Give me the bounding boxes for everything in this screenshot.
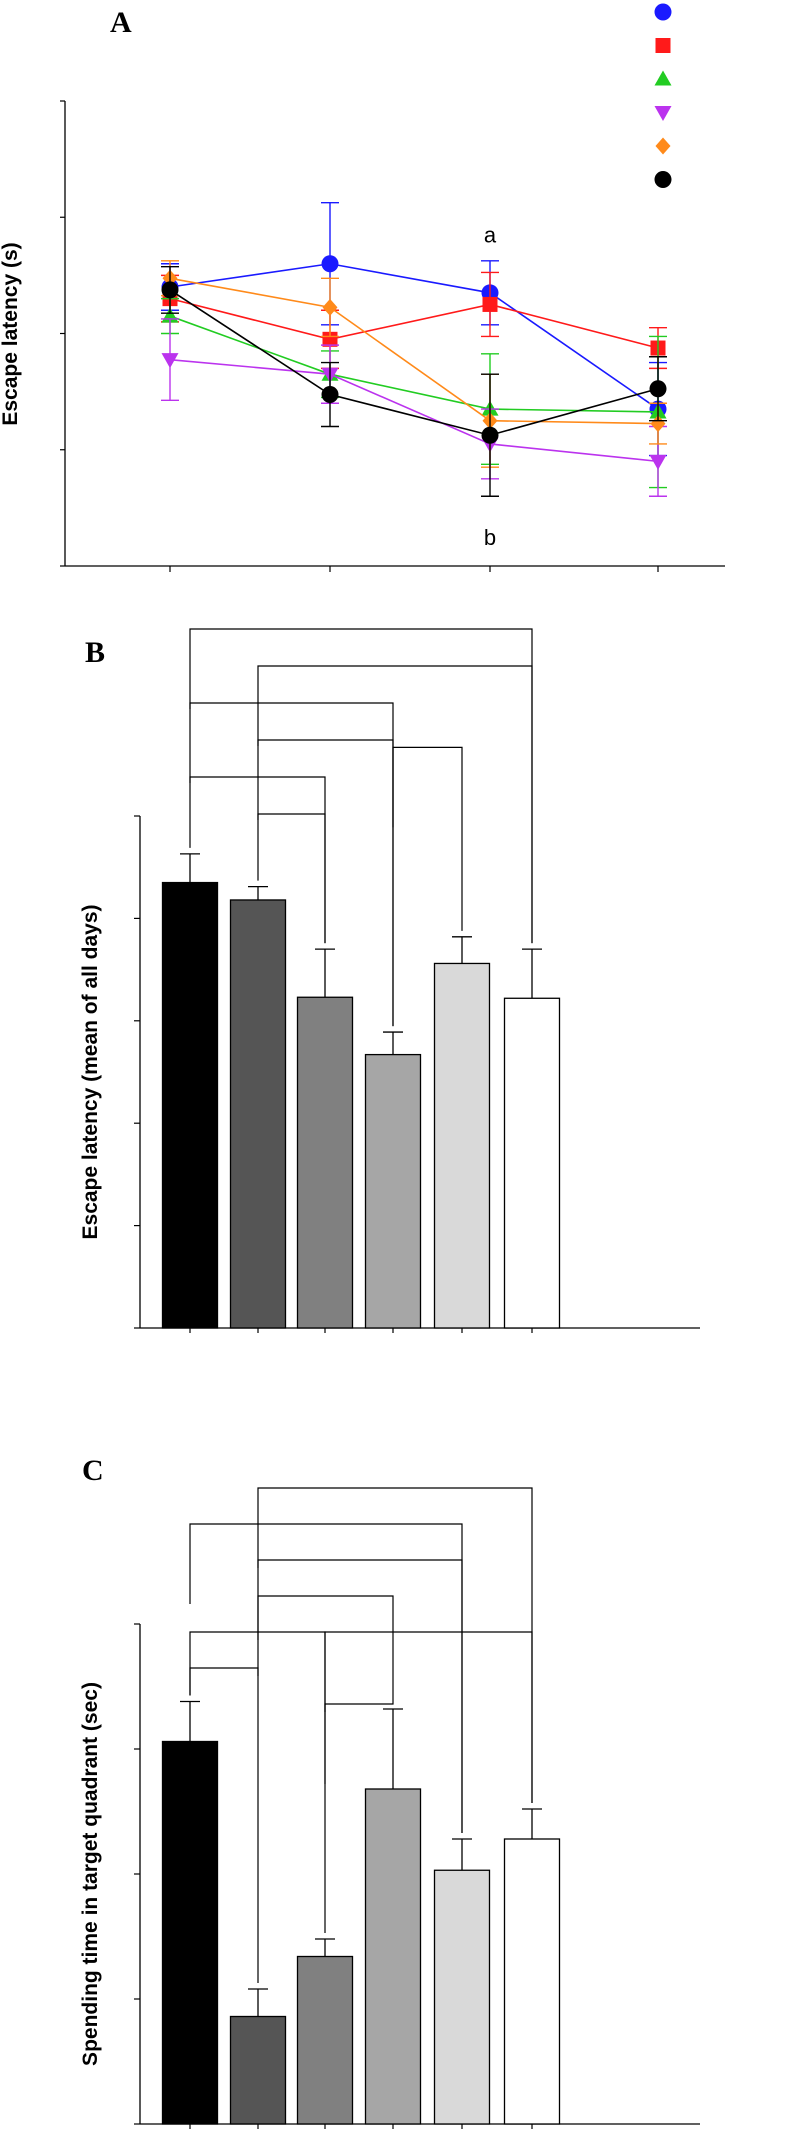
- point-al: [322, 331, 338, 347]
- bar-al-cbd: [296, 996, 354, 1329]
- legend-item-cnt: [654, 3, 672, 21]
- panel-a-series: [161, 202, 667, 497]
- significance-bracket: [257, 739, 394, 1027]
- panel-letter-a: A: [110, 6, 132, 39]
- bar-al-cbd-hiit: [503, 997, 561, 1329]
- significance-bracket: [189, 1523, 463, 1833]
- panel-c-x-ticks: [189, 2124, 533, 2129]
- bracket-line: [257, 1487, 533, 1803]
- bracket-line: [324, 1703, 394, 1784]
- panel-c-bar-chart: Spending time in target quadrant (sec): [79, 1487, 700, 2129]
- legend-marker-al-cbd: [654, 70, 672, 86]
- bar-al-cbd: [296, 1955, 354, 2125]
- significance-bracket: [257, 665, 533, 944]
- significance-bracket: [189, 628, 533, 944]
- bracket-line: [257, 739, 394, 1027]
- legend-a: [654, 3, 672, 188]
- bar-al-cbd-hiit: [503, 1838, 561, 2125]
- legend-item-al-cbd: [654, 70, 672, 86]
- bracket-line: [189, 1523, 463, 1833]
- panel-c-bars: [161, 1700, 561, 2125]
- panel-letter-c: C: [82, 1454, 104, 1487]
- panel-b-significance: [189, 628, 533, 1027]
- point-sham: [649, 454, 667, 470]
- bracket-line: [189, 1667, 259, 1983]
- bracket-line: [257, 1595, 394, 1703]
- line-al-cbd: [169, 315, 659, 413]
- panel-a-annotation-b: b: [484, 525, 496, 550]
- panel-c-y-ticks: [134, 1623, 140, 2125]
- bar-cnt: [161, 1740, 219, 2125]
- significance-bracket: [324, 1703, 394, 1784]
- point-cnt: [321, 255, 339, 273]
- panel-a-y-ticks: [60, 100, 65, 567]
- panel-c-significance: [189, 1487, 533, 1983]
- legend-marker-al-hiit: [655, 137, 671, 155]
- bar-al: [229, 899, 287, 1329]
- bracket-line: [257, 813, 326, 944]
- point-al-cbd-hiit: [321, 386, 339, 404]
- point-al-hiit: [650, 415, 666, 433]
- significance-bracket: [392, 746, 463, 931]
- line-cnt: [169, 262, 659, 410]
- bracket-line: [324, 1631, 533, 1803]
- bar-sham: [364, 1788, 422, 2125]
- point-sham: [161, 353, 179, 369]
- bracket-line: [257, 665, 533, 944]
- line-al-hiit: [169, 277, 659, 425]
- series-al-cbd-hiit: [161, 265, 667, 497]
- panel-a-x-ticks: [169, 566, 659, 572]
- legend-item-sham: [654, 106, 672, 121]
- significance-bracket: [189, 702, 394, 1027]
- panel-b-bar-chart: Escape latency (mean of all days): [79, 628, 700, 1333]
- series-al-cbd: [161, 297, 667, 489]
- panel-b-y-axis-title: Escape latency (mean of all days): [79, 905, 102, 1240]
- series-cnt: [161, 202, 667, 457]
- panel-a-line-chart: Escape latency (s) a b: [0, 100, 725, 572]
- panel-letter-b: B: [85, 636, 105, 669]
- line-al-cbd-hiit: [169, 289, 659, 437]
- bracket-line: [257, 1559, 463, 1833]
- significance-bracket: [257, 1559, 463, 1833]
- bracket-line: [189, 628, 533, 944]
- panel-b-y-ticks: [134, 815, 140, 1329]
- bar-sham: [364, 1053, 422, 1329]
- panel-b-x-ticks: [189, 1328, 533, 1333]
- bracket-line: [189, 702, 394, 1027]
- bracket-line: [392, 746, 463, 931]
- legend-item-al: [655, 38, 671, 53]
- panel-b-bars: [161, 853, 561, 1329]
- panel-c-y-axis-title: Spending time in target quadrant (sec): [79, 1682, 102, 2066]
- legend-marker-al-cbd-hiit: [654, 171, 672, 188]
- legend-item-al-cbd-hiit: [654, 171, 672, 188]
- bar-al-hiit: [433, 962, 491, 1329]
- significance-bracket: [257, 1487, 533, 1803]
- bar-al: [229, 2015, 287, 2125]
- line-sham: [169, 358, 659, 463]
- legend-marker-cnt: [654, 3, 672, 21]
- legend-marker-sham: [654, 106, 672, 121]
- significance-bracket: [257, 813, 326, 944]
- point-al-hiit: [322, 298, 338, 316]
- significance-bracket: [257, 1595, 394, 1703]
- point-al-cbd-hiit: [481, 426, 499, 444]
- line-al: [169, 297, 659, 349]
- legend-item-al-hiit: [655, 137, 671, 155]
- panel-a-annotation-a: a: [484, 223, 497, 248]
- bar-cnt: [161, 881, 219, 1329]
- bar-al-hiit: [433, 1869, 491, 2125]
- series-al: [161, 271, 667, 370]
- panel-a-y-axis-title: Escape latency (s): [0, 242, 22, 425]
- point-al: [482, 296, 498, 312]
- legend-marker-al: [655, 38, 671, 53]
- point-al-cbd-hiit: [161, 281, 179, 299]
- significance-bracket: [189, 1667, 259, 1983]
- series-al-hiit: [161, 260, 667, 468]
- point-al-cbd-hiit: [649, 380, 667, 398]
- significance-bracket: [324, 1631, 533, 1803]
